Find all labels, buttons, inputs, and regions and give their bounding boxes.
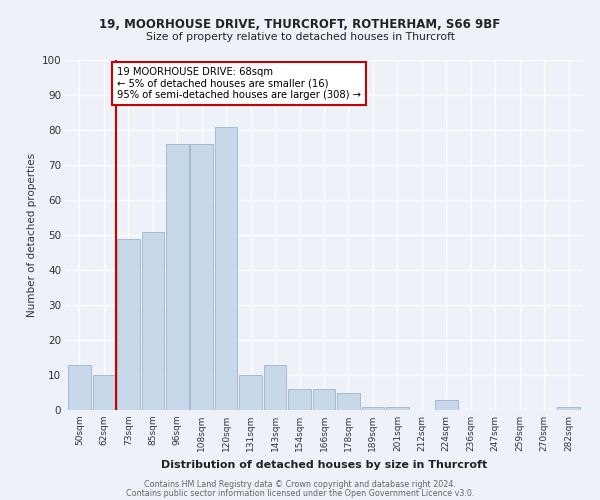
Bar	[142, 232, 164, 410]
Bar	[362, 406, 384, 410]
Bar	[313, 389, 335, 410]
Bar	[386, 406, 409, 410]
Bar	[239, 375, 262, 410]
Bar	[288, 389, 311, 410]
Bar	[166, 144, 188, 410]
Text: 19, MOORHOUSE DRIVE, THURCROFT, ROTHERHAM, S66 9BF: 19, MOORHOUSE DRIVE, THURCROFT, ROTHERHA…	[100, 18, 500, 30]
Bar	[435, 400, 458, 410]
Bar	[68, 364, 91, 410]
Bar	[557, 406, 580, 410]
Text: Size of property relative to detached houses in Thurcroft: Size of property relative to detached ho…	[146, 32, 455, 42]
Text: Contains HM Land Registry data © Crown copyright and database right 2024.: Contains HM Land Registry data © Crown c…	[144, 480, 456, 489]
Bar	[117, 238, 140, 410]
Bar	[215, 126, 238, 410]
Y-axis label: Number of detached properties: Number of detached properties	[28, 153, 37, 317]
Bar	[264, 364, 286, 410]
Bar	[337, 392, 360, 410]
Text: 19 MOORHOUSE DRIVE: 68sqm
← 5% of detached houses are smaller (16)
95% of semi-d: 19 MOORHOUSE DRIVE: 68sqm ← 5% of detach…	[118, 67, 361, 100]
Bar	[92, 375, 115, 410]
Text: Contains public sector information licensed under the Open Government Licence v3: Contains public sector information licen…	[126, 488, 474, 498]
Bar	[190, 144, 213, 410]
X-axis label: Distribution of detached houses by size in Thurcroft: Distribution of detached houses by size …	[161, 460, 487, 469]
